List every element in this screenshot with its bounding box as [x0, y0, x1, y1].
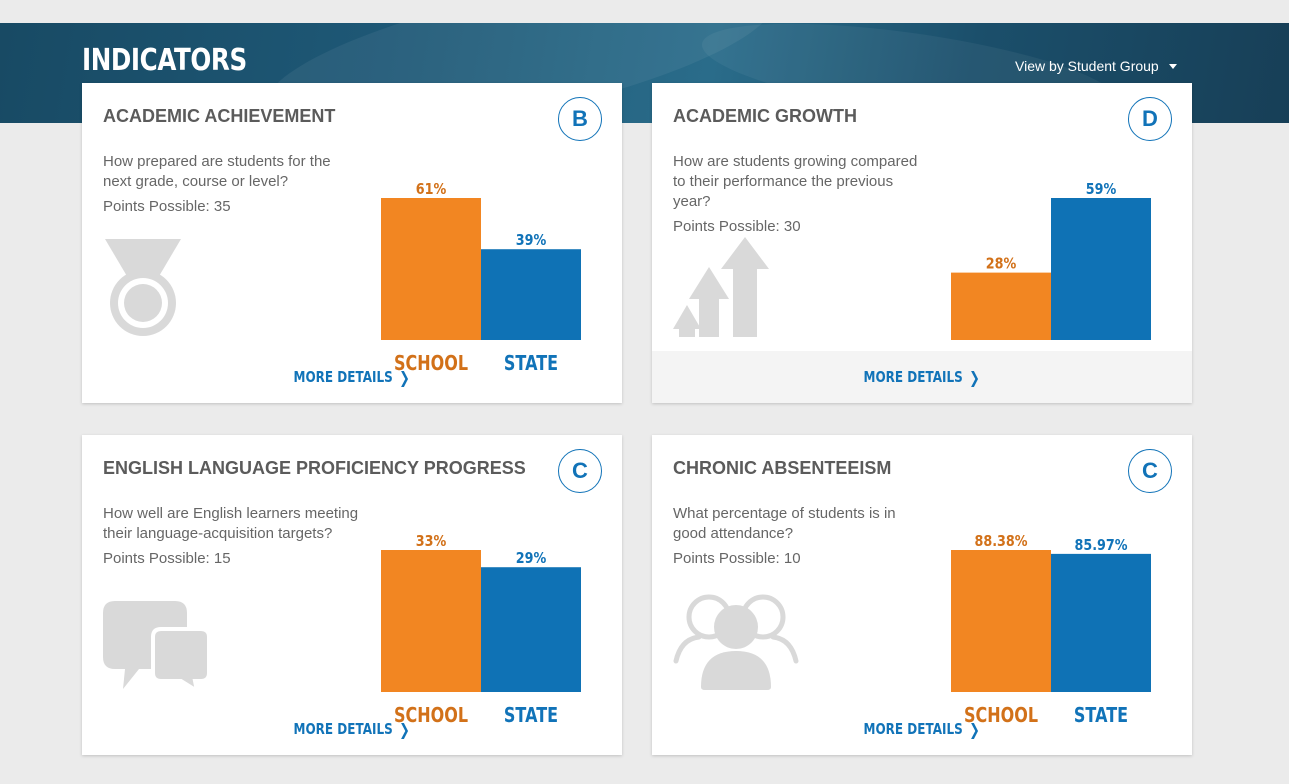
view-by-student-group-dropdown[interactable]: View by Student Group: [1015, 58, 1177, 74]
grade-badge: C: [1128, 449, 1172, 493]
card-title: ACADEMIC ACHIEVEMENT: [103, 106, 336, 126]
chevron-right-icon: ❯: [399, 719, 411, 739]
value-label-state: 29%: [516, 550, 547, 567]
chevron-right-icon: ❯: [969, 367, 981, 387]
card-question: What percentage of students is in good a…: [673, 504, 933, 569]
bar-chart-academic-growth: 28%SCHOOL59%STATE: [951, 181, 1151, 376]
bar-school: [381, 198, 481, 340]
value-label-school: 33%: [416, 533, 447, 550]
card-question: How well are English learners meeting th…: [103, 504, 363, 569]
page-title: INDICATORS: [82, 43, 247, 78]
value-label-state: 39%: [516, 232, 547, 249]
value-label-school: 61%: [416, 181, 447, 198]
bar-chart-english-language-proficiency: 33% SCHOOL 29% STATE: [381, 533, 581, 728]
points-possible: Points Possible: 10: [673, 550, 801, 567]
value-label-state: 85.97%: [1074, 537, 1127, 554]
card-footer: MORE DETAILS ❯: [652, 351, 1192, 403]
category-label-school: SCHOOL: [394, 352, 468, 375]
grade-badge: B: [558, 97, 602, 141]
card-question: How are students growing compared to the…: [673, 152, 933, 237]
card-footer: MORE DETAILS ❯: [82, 703, 622, 755]
chevron-right-icon: ❯: [969, 719, 981, 739]
bar-state: [1051, 553, 1151, 692]
people-group-icon: [673, 594, 799, 690]
more-details-label: MORE DETAILS: [293, 720, 394, 738]
dropdown-label: View by Student Group: [1015, 58, 1159, 74]
more-details-link[interactable]: MORE DETAILS ❯: [864, 720, 980, 739]
growth-arrows-icon: [673, 237, 769, 337]
card-title: ACADEMIC GROWTH: [673, 106, 857, 126]
bar-state: [1051, 198, 1151, 340]
category-label-school: SCHOOL: [394, 704, 468, 727]
indicator-card-academic-growth: ACADEMIC GROWTH D How are students growi…: [652, 83, 1192, 403]
chevron-right-icon: ❯: [399, 367, 411, 387]
more-details-label: MORE DETAILS: [863, 720, 964, 738]
indicator-card-english-language-proficiency: ENGLISH LANGUAGE PROFICIENCY PROGRESS C …: [82, 435, 622, 755]
points-possible: Points Possible: 35: [103, 198, 231, 215]
card-footer: MORE DETAILS ❯: [652, 703, 1192, 755]
medal-icon: [105, 239, 181, 336]
more-details-label: MORE DETAILS: [863, 368, 964, 386]
value-label-school: 28%: [986, 256, 1017, 273]
card-question: How prepared are students for the next g…: [103, 152, 363, 217]
more-details-link[interactable]: MORE DETAILS ❯: [294, 368, 410, 387]
more-details-link[interactable]: MORE DETAILS ❯: [294, 720, 410, 739]
bar-chart-chronic-absenteeism: 88.38% SCHOOL 85.97% STATE: [951, 533, 1151, 728]
indicator-card-chronic-absenteeism: CHRONIC ABSENTEEISM C What percentage of…: [652, 435, 1192, 755]
value-label-school: 88.38%: [974, 533, 1027, 550]
bar-state: [481, 249, 581, 340]
bar-school: [951, 550, 1051, 692]
more-details-link[interactable]: MORE DETAILS ❯: [864, 368, 980, 387]
category-label-school: SCHOOL: [964, 704, 1038, 727]
grade-badge: D: [1128, 97, 1172, 141]
points-possible: Points Possible: 15: [103, 550, 231, 567]
card-footer: MORE DETAILS ❯: [82, 351, 622, 403]
points-possible: Points Possible: 30: [673, 218, 801, 235]
question-text: How are students growing compared to the…: [673, 153, 918, 210]
category-label-state: STATE: [1074, 704, 1128, 727]
caret-down-icon: [1168, 63, 1177, 69]
speech-bubbles-icon: [103, 601, 211, 691]
card-title: CHRONIC ABSENTEEISM: [673, 458, 892, 478]
value-label-state: 59%: [1086, 181, 1117, 198]
bar-state: [481, 567, 581, 692]
bar-chart-academic-achievement: 61% SCHOOL 39% STATE: [381, 181, 581, 376]
indicator-card-academic-achievement: ACADEMIC ACHIEVEMENT B How prepared are …: [82, 83, 622, 403]
category-label-state: STATE: [504, 352, 558, 375]
bar-school: [951, 272, 1051, 340]
card-title: ENGLISH LANGUAGE PROFICIENCY PROGRESS: [103, 458, 526, 478]
question-text: What percentage of students is in good a…: [673, 505, 896, 542]
question-text: How prepared are students for the next g…: [103, 153, 331, 190]
bar-school: [381, 550, 481, 692]
grade-badge: C: [558, 449, 602, 493]
question-text: How well are English learners meeting th…: [103, 505, 359, 542]
category-label-state: STATE: [504, 704, 558, 727]
more-details-label: MORE DETAILS: [293, 368, 394, 386]
